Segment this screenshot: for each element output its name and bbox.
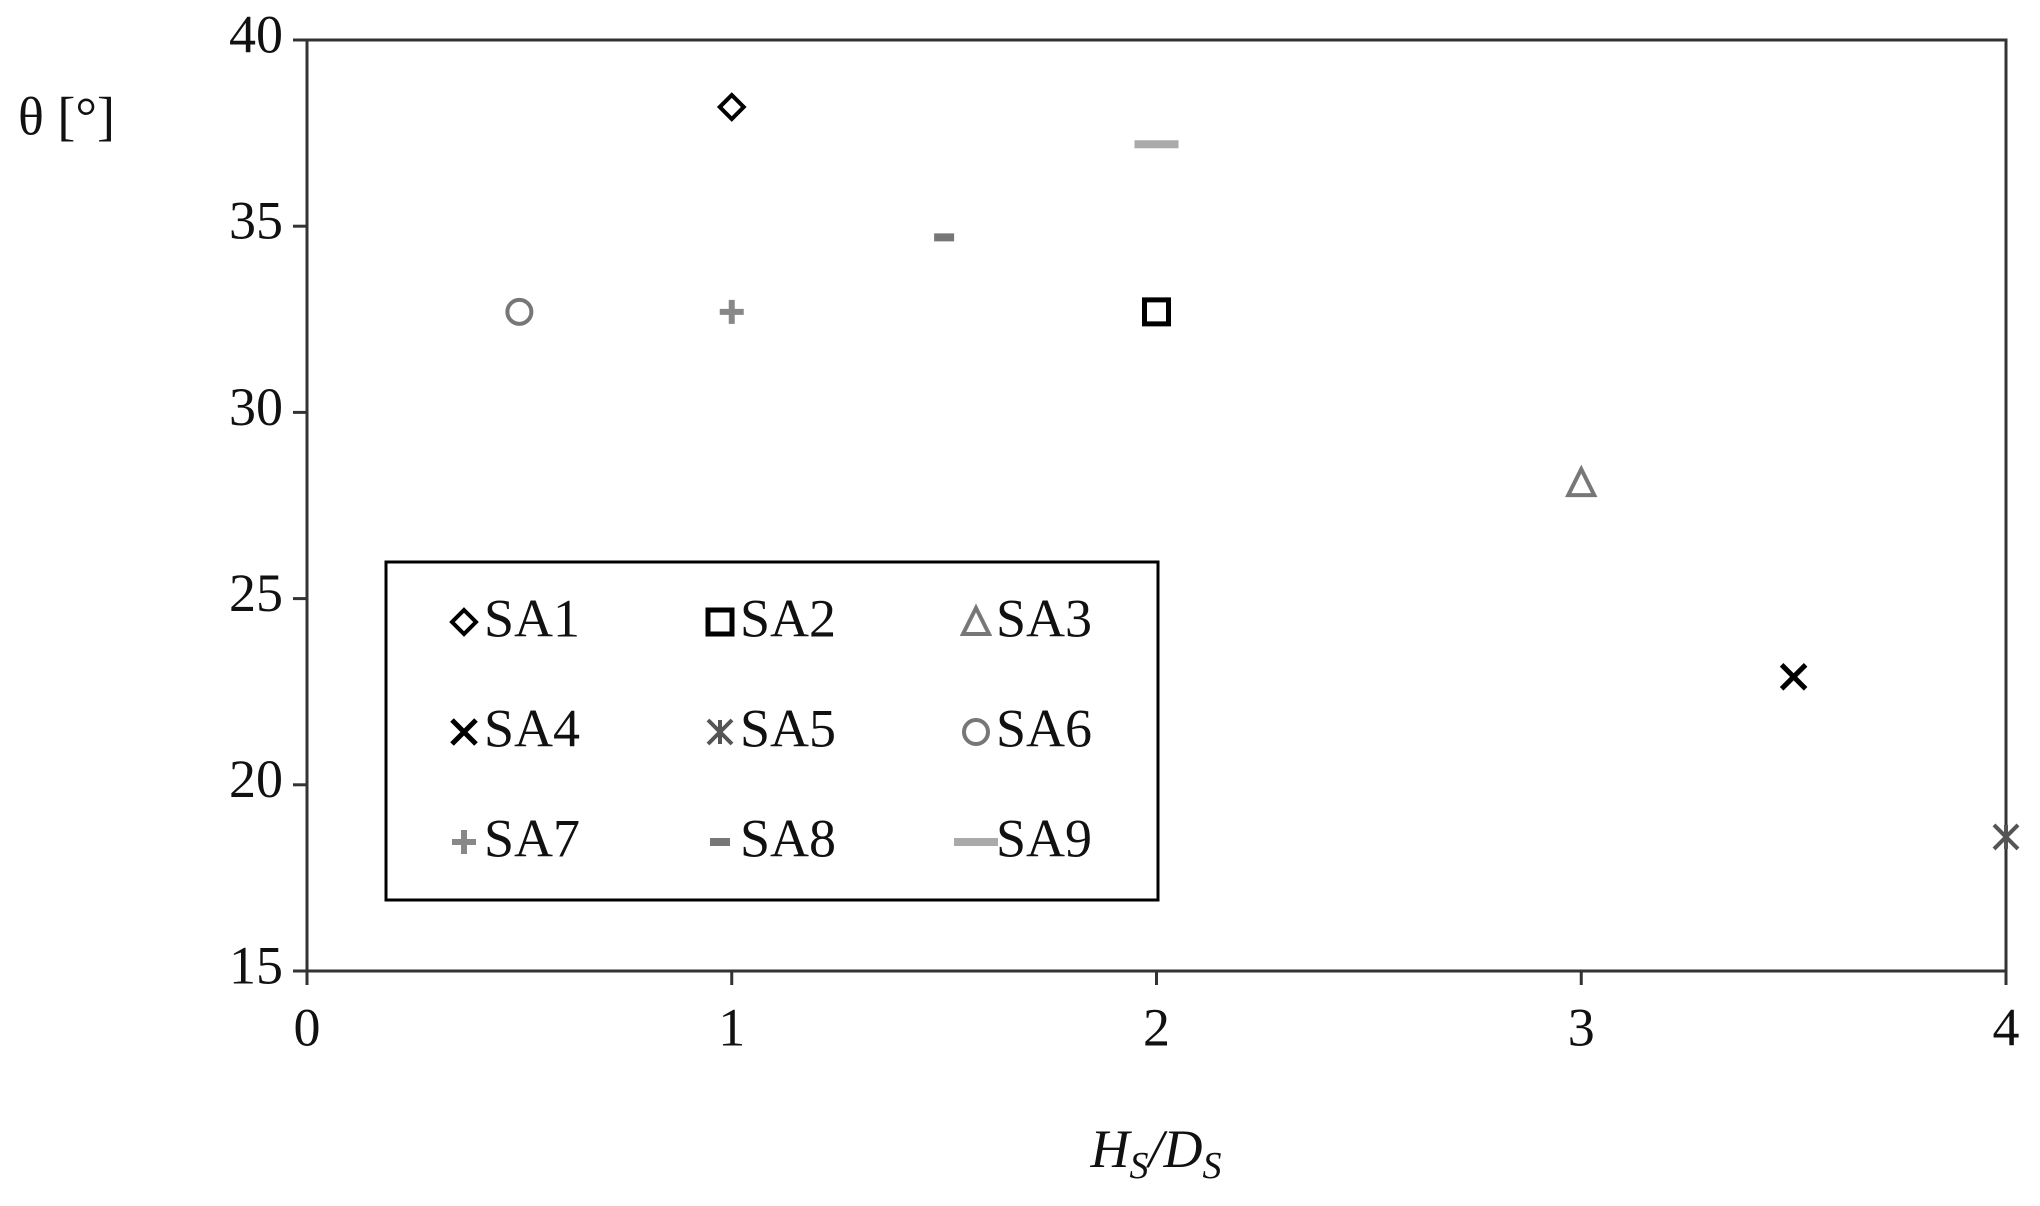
legend-label: SA8 — [740, 808, 836, 868]
legend-label: SA9 — [996, 808, 1092, 868]
x-label-part: S — [1130, 1145, 1149, 1187]
x-tick-label: 1 — [718, 997, 745, 1057]
legend-marker — [705, 607, 735, 637]
legend-label: SA2 — [740, 588, 836, 648]
point — [505, 297, 534, 326]
legend-marker — [449, 607, 479, 637]
x-tick-label: 2 — [1143, 997, 1170, 1057]
legend-label: SA4 — [484, 698, 580, 758]
legend-marker — [706, 718, 734, 746]
legend-marker — [959, 603, 993, 636]
y-tick-label: 40 — [229, 4, 283, 64]
legend-marker — [962, 718, 991, 746]
point — [716, 92, 747, 122]
point — [719, 299, 744, 324]
x-label-part: /D — [1146, 1119, 1203, 1179]
legend-marker — [452, 830, 476, 854]
y-tick-label: 20 — [229, 749, 283, 809]
legend-label: SA3 — [996, 588, 1092, 648]
y-tick-label: 25 — [229, 563, 283, 623]
point — [1142, 297, 1171, 327]
y-axis-label: θ [°] — [18, 86, 115, 146]
x-label-part: S — [1203, 1145, 1222, 1187]
point — [1565, 464, 1598, 498]
point — [1779, 663, 1808, 691]
y-tick-label: 15 — [229, 935, 283, 995]
legend-label: SA5 — [740, 698, 836, 758]
x-tick-label: 0 — [294, 997, 321, 1057]
y-tick-label: 30 — [229, 377, 283, 437]
legend-marker — [450, 718, 478, 746]
legend-label: SA6 — [996, 698, 1092, 758]
point — [1992, 823, 2020, 851]
y-tick-label: 35 — [229, 191, 283, 251]
legend-box — [384, 560, 1160, 902]
legend-label: SA7 — [484, 808, 580, 868]
x-axis-label: HS/DS — [1090, 1119, 1222, 1186]
x-tick-label: 4 — [1993, 997, 2020, 1057]
legend-label: SA1 — [484, 588, 580, 648]
x-tick-label: 3 — [1568, 997, 1595, 1057]
x-label-part: H — [1090, 1119, 1133, 1179]
